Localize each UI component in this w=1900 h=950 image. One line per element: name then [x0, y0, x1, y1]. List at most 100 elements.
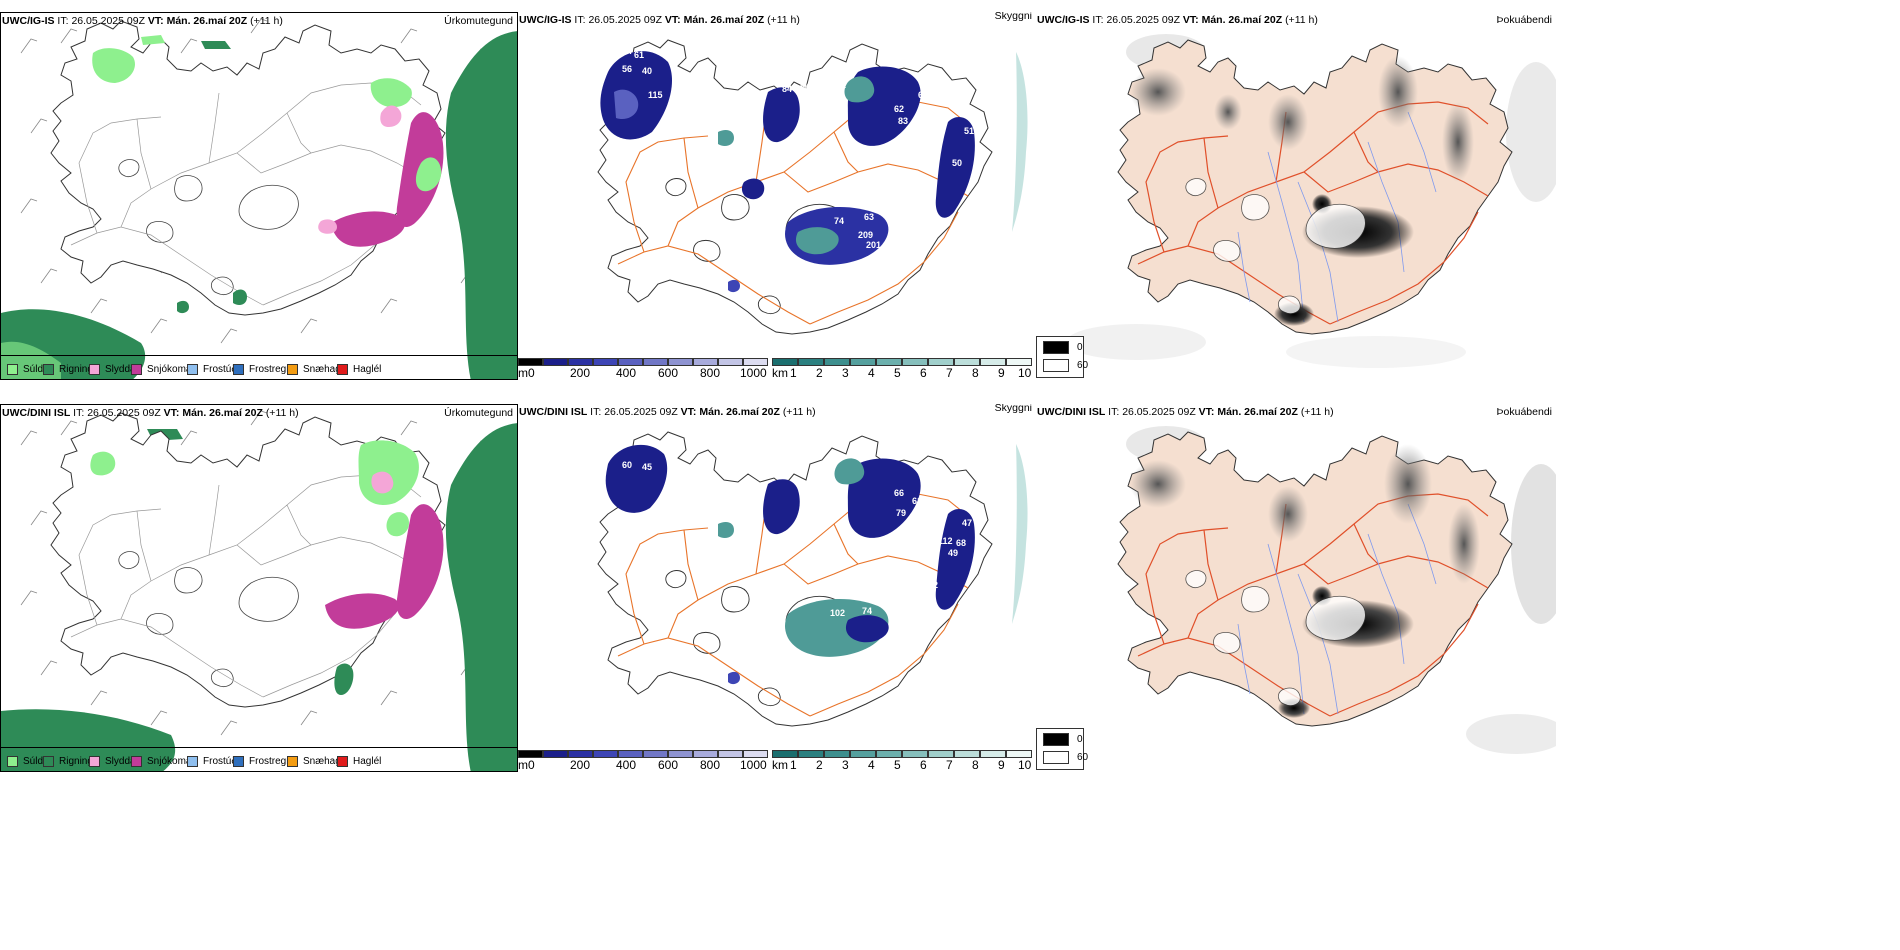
- vt-value: Mán. 26.maí 20Z: [182, 407, 263, 419]
- vis-label: 79: [896, 508, 906, 518]
- vt-value: Mán. 26.maí 20Z: [1201, 14, 1283, 26]
- vis-label: 56: [622, 64, 632, 74]
- vis-label: 51: [964, 126, 974, 136]
- colorbar-tick: 4: [868, 758, 875, 772]
- precip-panel-row2: UWC/DINI ISL IT: 26.05.2025 09Z VT: Mán.…: [0, 404, 518, 772]
- vt-label: VT:: [1182, 14, 1199, 26]
- vis-label: 68: [956, 538, 966, 548]
- fog-key: 0 60: [1036, 728, 1088, 770]
- colorbar-tick: 0: [528, 366, 535, 380]
- legend-item-rigning: Rigning: [43, 364, 93, 375]
- colorbar-tick: 2: [816, 758, 823, 772]
- vis-label: 74: [862, 606, 872, 616]
- vis-label: 47: [936, 108, 946, 118]
- vis-label: 66: [918, 90, 928, 100]
- visibility-value-labels: 74 61 56 40 115 84 54 62 66 62 83 47 51 …: [622, 46, 974, 250]
- legend-item-slydda: Slydda: [89, 756, 136, 767]
- colorbar-tick: 400: [616, 366, 637, 380]
- precip-areas: [92, 35, 444, 314]
- panel-header: UWC/IG-IS IT: 26.05.2025 09Z VT: Mán. 26…: [2, 15, 283, 27]
- vis-label: 61: [912, 496, 922, 506]
- colorbar-tick: 7: [946, 366, 953, 380]
- visibility-areas: [600, 51, 975, 293]
- it-label: IT:: [574, 14, 586, 26]
- it-label: IT:: [1092, 14, 1104, 26]
- lead-time: (+11 h): [250, 15, 283, 27]
- fog-key-label: 60: [1077, 360, 1089, 371]
- colorbar-tick: 200: [570, 758, 591, 772]
- colorbar-tick: 400: [616, 758, 637, 772]
- panel-type-title: Þokuábendi: [1496, 406, 1552, 418]
- vis-label: 40: [642, 66, 652, 76]
- precip-map-row1: [1, 18, 517, 379]
- colorbar-tick: 800: [700, 758, 721, 772]
- fog-map-row1: [1066, 34, 1556, 368]
- visibility-panel-row2: 60 45 66 61 79 61 47 112 68 49 144 102 7…: [518, 404, 1036, 772]
- model-name: UWC/DINI ISL: [1037, 406, 1106, 418]
- vis-label: 62: [836, 80, 846, 90]
- vis-label: 45: [642, 462, 652, 472]
- fog-key-label: 0: [1077, 342, 1083, 353]
- panel-header: UWC/DINI ISL IT: 26.05.2025 09Z VT: Mán.…: [1037, 406, 1334, 418]
- legend-item-frostregn: Frostregn: [233, 364, 292, 375]
- vis-label: 102: [830, 608, 845, 618]
- vt-value: Mán. 26.maí 20Z: [699, 406, 780, 418]
- legend-item-sulde: Súld: [7, 364, 43, 375]
- panel-type-title: Þokuábendi: [1496, 14, 1552, 26]
- lead-time: (+11 h): [767, 14, 800, 26]
- legend-item-snjokoma: Snjókoma: [131, 364, 191, 375]
- colorbar-tick: 8: [972, 758, 979, 772]
- colorbar-tick: 9: [998, 366, 1005, 380]
- vis-label: 50: [952, 158, 962, 168]
- legend-item-sulde: Súld: [7, 756, 43, 767]
- fog-key-label: 0: [1077, 734, 1083, 745]
- lead-time: (+11 h): [1285, 14, 1318, 26]
- lead-time: (+11 h): [265, 407, 299, 419]
- vt-label: VT:: [680, 406, 697, 418]
- legend-item-haglel: Haglél: [337, 364, 381, 375]
- precip-panel-row1: UWC/IG-IS IT: 26.05.2025 09Z VT: Mán. 26…: [0, 12, 518, 380]
- vis-label: 60: [622, 460, 632, 470]
- vis-label: 209: [858, 230, 873, 240]
- vt-label: VT:: [163, 407, 180, 419]
- panel-header: UWC/IG-IS IT: 26.05.2025 09Z VT: Mán. 26…: [519, 14, 800, 26]
- model-name: UWC/IG-IS: [2, 15, 55, 27]
- colorbar-tick: 3: [842, 366, 849, 380]
- legend-item-snjokoma: Snjókoma: [131, 756, 191, 767]
- legend-item-frostudi: Frostúði: [187, 364, 239, 375]
- ceiling-colorbar: km 1 2 3 4 5 6 7 8 9 10: [772, 750, 1034, 772]
- colorbar-tick: 10: [1018, 366, 1032, 380]
- panel-header: UWC/DINI ISL IT: 26.05.2025 09Z VT: Mán.…: [519, 406, 816, 418]
- colorbar-tick: 200: [570, 366, 591, 380]
- colorbar-unit: km: [772, 758, 788, 772]
- vt-label: VT:: [664, 14, 681, 26]
- colorbar-tick: 600: [658, 758, 679, 772]
- precip-map-row2: [1, 410, 517, 771]
- colorbar-tick: 0: [528, 758, 535, 772]
- colorbar-unit: m: [518, 758, 528, 772]
- model-name: UWC/DINI ISL: [2, 407, 71, 419]
- it-label: IT:: [57, 15, 69, 27]
- vt-value: Mán. 26.maí 20Z: [166, 15, 248, 27]
- precip-legend: Súld Rigning Slydda Snjókoma Frostúði Fr…: [1, 747, 517, 771]
- colorbar-tick: 9: [998, 758, 1005, 772]
- legend-item-slydda: Slydda: [89, 364, 136, 375]
- rain-ocean-bands: [1, 31, 517, 379]
- legend-item-frostudi: Frostúði: [187, 756, 239, 767]
- vis-label: 80: [906, 214, 916, 224]
- colorbar-tick: 6: [920, 758, 927, 772]
- vt-value: Mán. 26.maí 20Z: [683, 14, 765, 26]
- colorbar-tick: 2: [816, 366, 823, 380]
- panel-type-title: Úrkomutegund: [444, 407, 513, 419]
- it-label: IT:: [73, 407, 85, 419]
- visibility-map-row1: 74 61 56 40 115 84 54 62 66 62 83 47 51 …: [597, 39, 1028, 335]
- colorbar-tick: 1: [790, 758, 797, 772]
- ceiling-colorbar: km 1 2 3 4 5 6 7 8 9 10: [772, 358, 1034, 380]
- vis-label: 62: [894, 104, 904, 114]
- colorbar-unit: m: [518, 366, 528, 380]
- vt-value: Mán. 26.maí 20Z: [1217, 406, 1298, 418]
- colorbar-tick: 10: [1018, 758, 1032, 772]
- fog-map-row2: [1117, 426, 1556, 754]
- vis-label: 144: [772, 594, 787, 604]
- it-value: 26.05.2025 09Z: [588, 14, 662, 26]
